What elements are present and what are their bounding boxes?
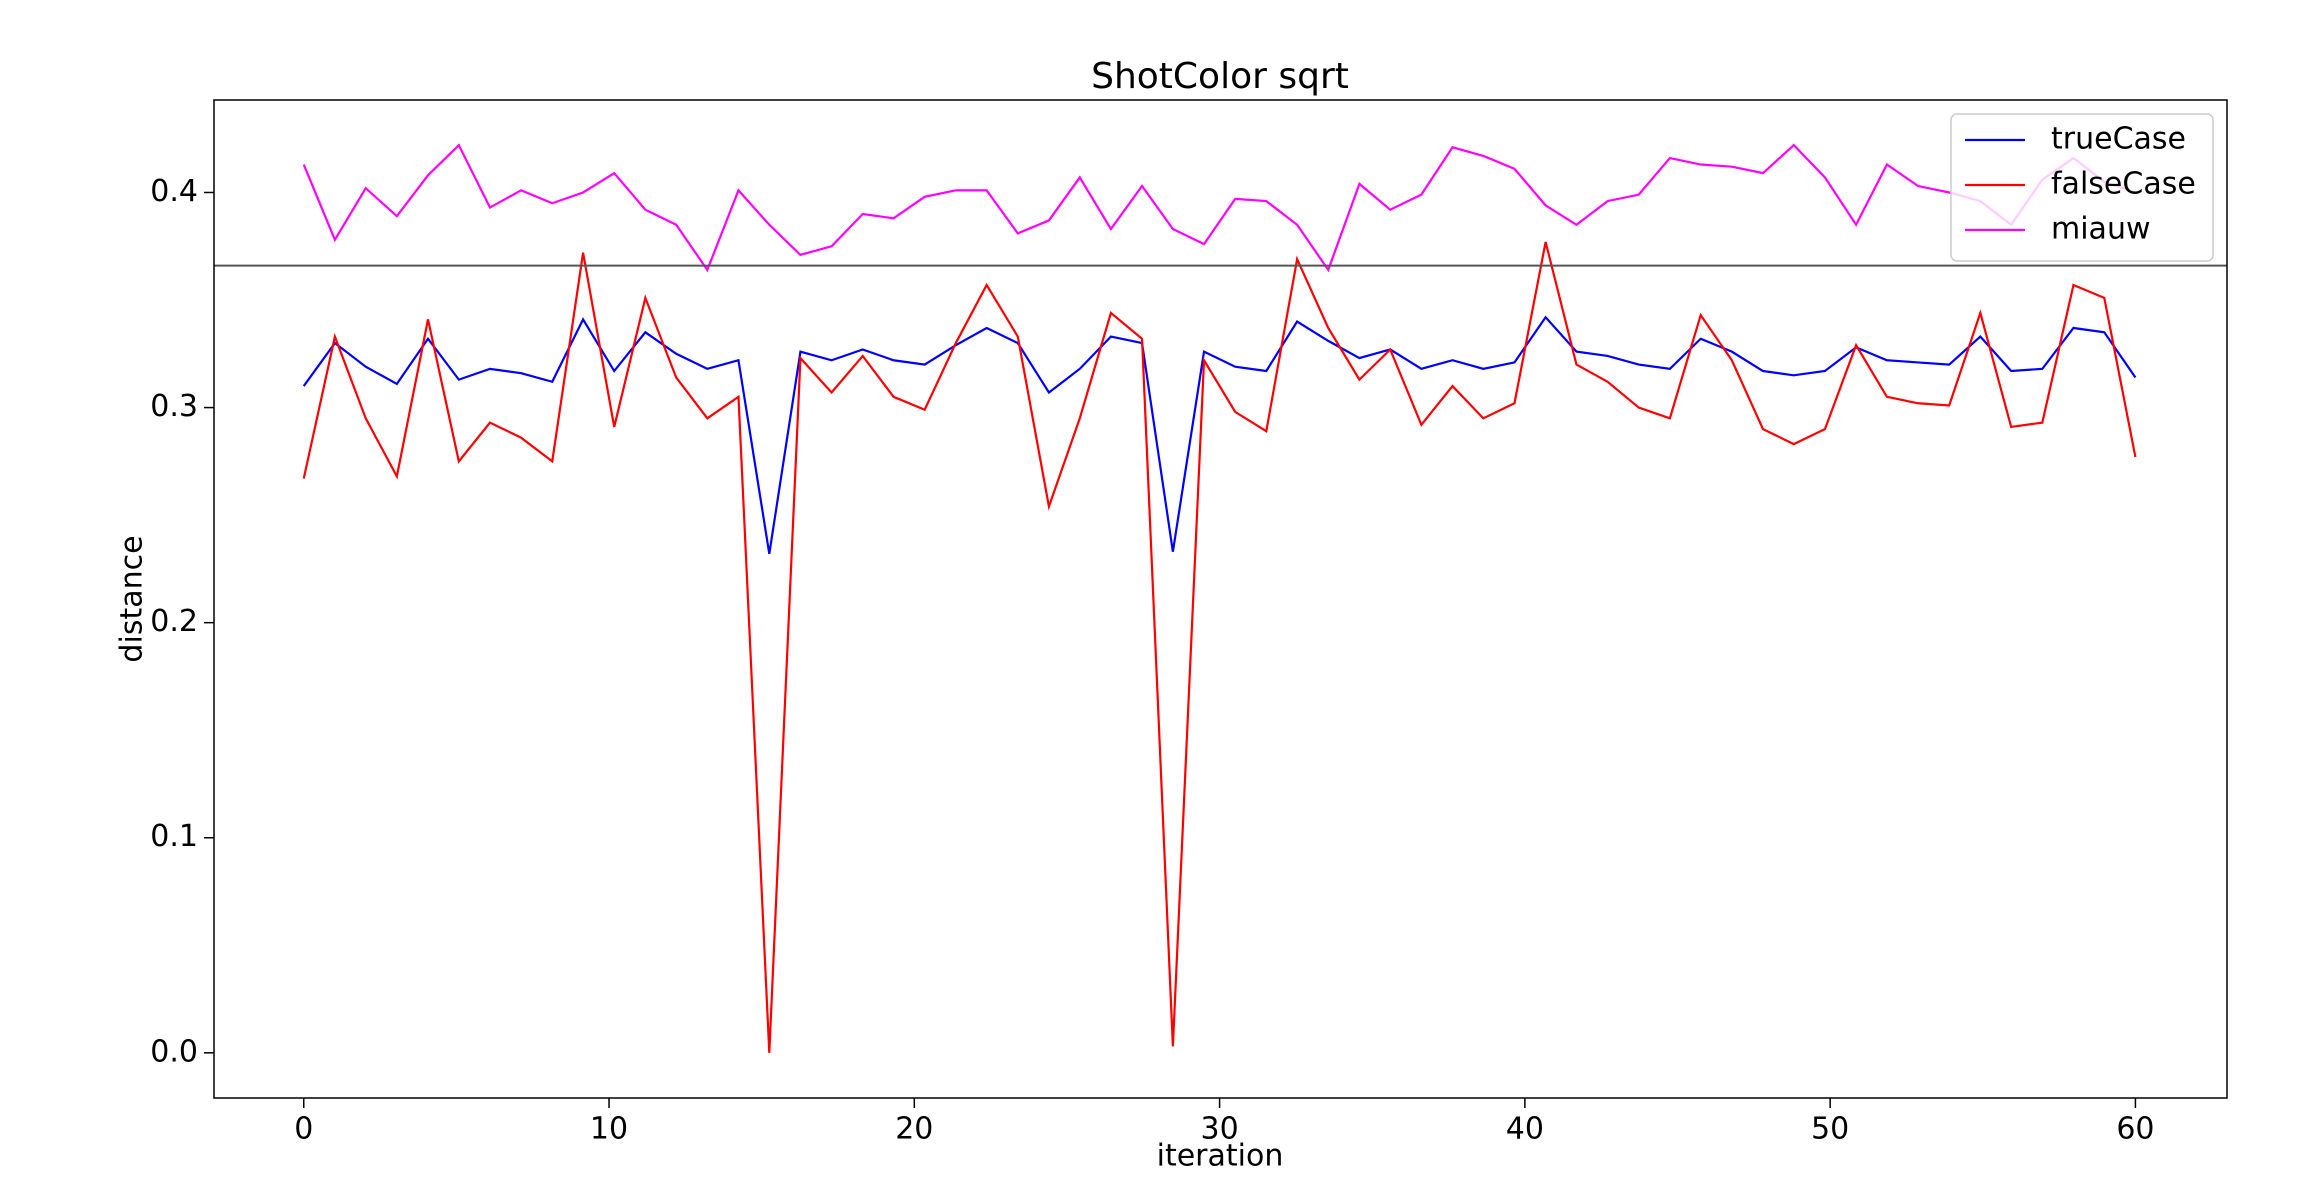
- y-tick-label: 0.2: [150, 604, 198, 639]
- y-tick-label: 0.4: [150, 174, 198, 209]
- legend-box: [1950, 113, 2214, 262]
- x-axis-label: iteration: [1157, 1139, 1284, 1174]
- series-line: [302, 241, 2137, 1053]
- y-axis-label: distance: [115, 535, 150, 662]
- x-tick-label: 50: [1811, 1112, 1849, 1147]
- legend-label: falseCase: [2051, 167, 2196, 202]
- x-tick-label: 20: [895, 1112, 933, 1147]
- x-tick-label: 0: [294, 1112, 313, 1147]
- legend-label: miauw: [2051, 212, 2151, 247]
- plot-frame: [213, 99, 2228, 1099]
- y-tick-label: 0.0: [150, 1034, 198, 1069]
- x-tick-label: 40: [1506, 1112, 1544, 1147]
- series-line: [302, 315, 2137, 555]
- legend-label: trueCase: [2051, 122, 2186, 157]
- x-tick-label: 30: [1200, 1112, 1238, 1147]
- y-tick-label: 0.3: [150, 389, 198, 424]
- x-tick-label: 10: [590, 1112, 628, 1147]
- y-tick-label: 0.1: [150, 819, 198, 854]
- x-tick-label: 60: [2116, 1112, 2154, 1147]
- series-line: [302, 143, 2136, 273]
- chart-title: ShotColor sqrt: [1091, 56, 1349, 97]
